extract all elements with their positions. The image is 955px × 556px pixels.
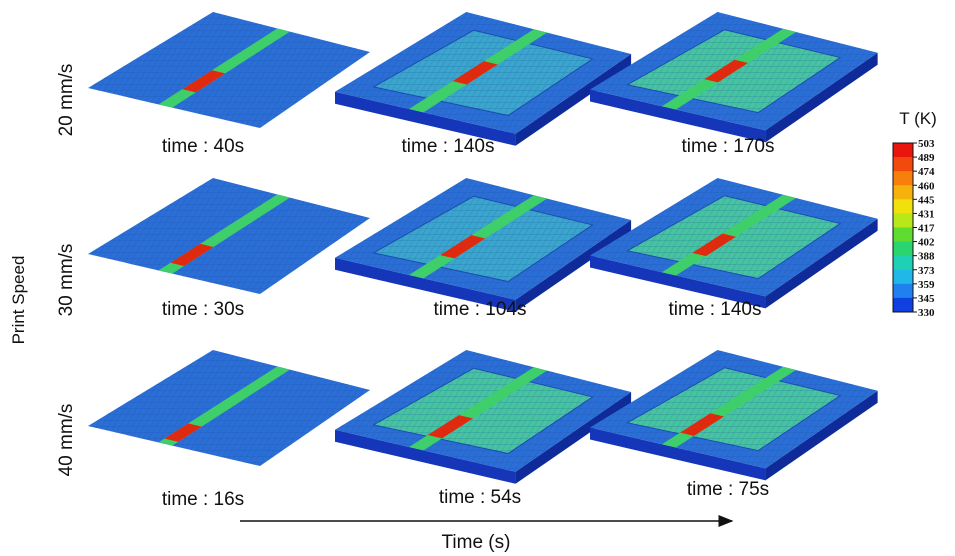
plate — [335, 178, 631, 312]
figure: Print Speed Time (s) T (K) 503 489 474 460 4… — [0, 0, 955, 556]
colorbar-segment — [893, 298, 913, 313]
colorbar-label: 489 — [918, 152, 935, 164]
row-label: 30 mm/s — [56, 244, 77, 317]
colorbar-segment — [893, 171, 913, 186]
time-label: time : 75s — [687, 479, 769, 500]
time-label: time : 16s — [162, 489, 244, 510]
time-label: time : 140s — [402, 136, 495, 157]
row-label: 40 mm/s — [56, 404, 77, 477]
x-axis-label: Time (s) — [442, 532, 511, 553]
colorbar-label: 373 — [918, 265, 935, 277]
colorbar-segment — [893, 270, 913, 285]
plates — [88, 12, 878, 484]
plate — [88, 12, 370, 128]
colorbar-segment — [893, 199, 913, 214]
plate — [590, 12, 878, 142]
colorbar-label: 330 — [918, 307, 935, 319]
colorbar-label: 445 — [918, 194, 935, 206]
plate — [335, 350, 631, 484]
plate — [590, 178, 878, 308]
colorbar-label: 503 — [918, 138, 935, 150]
colorbar-label: 431 — [918, 208, 935, 220]
time-label: time : 30s — [162, 299, 244, 320]
colorbar-segment — [893, 143, 913, 158]
colorbar-segment — [893, 284, 913, 299]
colorbar: 503 489 474 460 445 431 417 402 388 373 359 345 330 — [893, 138, 935, 319]
colorbar-label: 460 — [918, 180, 935, 192]
colorbar-label: 359 — [918, 279, 935, 291]
colorbar-segment — [893, 157, 913, 172]
colorbar-segment — [893, 185, 913, 200]
time-label: time : 170s — [682, 136, 775, 157]
plate — [590, 350, 878, 480]
colorbar-label: 388 — [918, 251, 935, 263]
y-axis-label: Print Speed — [9, 256, 28, 345]
colorbar-title: T (K) — [899, 109, 936, 128]
colorbar-segment — [893, 256, 913, 271]
colorbar-segment — [893, 242, 913, 257]
plate — [88, 350, 370, 466]
plate — [88, 178, 370, 294]
row-label: 20 mm/s — [56, 64, 77, 137]
plate — [335, 12, 631, 146]
colorbar-label: 474 — [918, 166, 935, 178]
time-label: time : 140s — [669, 299, 762, 320]
colorbar-segment — [893, 228, 913, 243]
time-label: time : 40s — [162, 136, 244, 157]
colorbar-label: 345 — [918, 293, 935, 305]
colorbar-label: 417 — [918, 223, 935, 235]
time-label: time : 104s — [434, 299, 527, 320]
colorbar-segment — [893, 213, 913, 228]
colorbar-label: 402 — [918, 237, 935, 249]
time-label: time : 54s — [439, 487, 521, 508]
